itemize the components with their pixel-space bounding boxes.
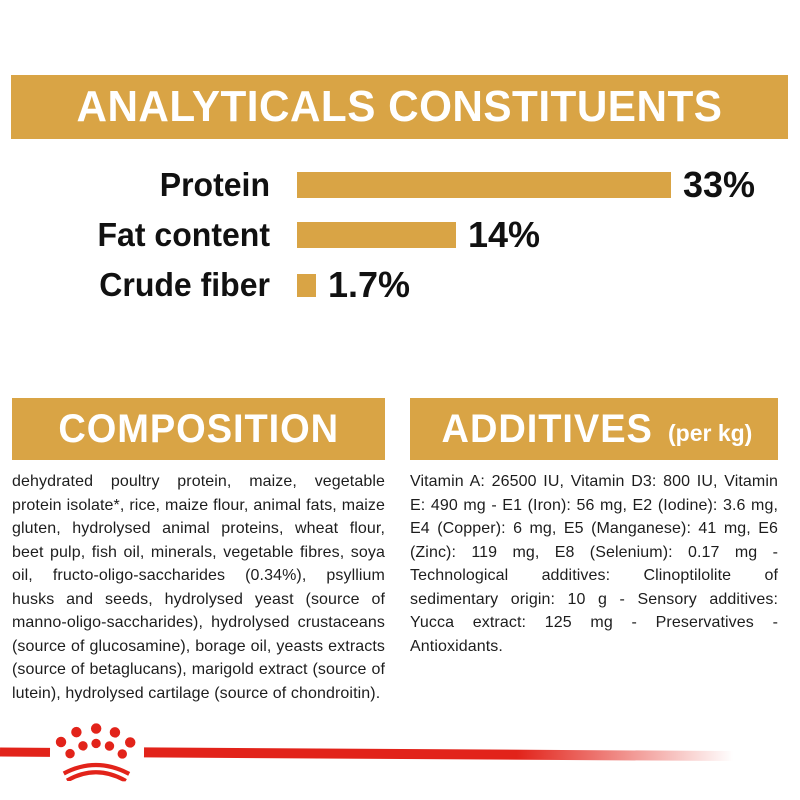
chart-row-protein: Protein 33%: [0, 160, 800, 210]
additives-title: ADDITIVES: [441, 406, 653, 451]
analyticals-title: ANALYTICALS CONSTITUENTS: [76, 82, 723, 131]
chart-bar: [297, 273, 316, 297]
crown-svg: [55, 723, 136, 783]
additives-text: Vitamin A: 26500 IU, Vitamin D3: 800 IU,…: [410, 473, 778, 655]
chart-row-value: 1.7%: [328, 264, 411, 305]
chart-row-label: Crude fiber: [99, 266, 270, 303]
red-stripe-right: [143, 747, 746, 762]
composition-banner: COMPOSITION: [12, 398, 385, 460]
chart-bar: [297, 222, 456, 248]
additives-title-suffix: (per kg): [668, 419, 753, 446]
composition-title: COMPOSITION: [58, 406, 339, 451]
chart-row-label: Fat content: [97, 216, 270, 253]
chart-row-crude-fiber: Crude fiber 1.7%: [0, 260, 800, 310]
chart-row-fat-content: Fat content 14%: [0, 210, 800, 260]
red-stripe-left: [0, 747, 51, 757]
additives-banner: ADDITIVES (per kg): [410, 398, 778, 460]
chart-row-value: 14%: [468, 214, 541, 255]
analyticals-banner: ANALYTICALS CONSTITUENTS: [11, 75, 788, 139]
chart-row-label: Protein: [159, 166, 270, 203]
chart-bar: [297, 172, 671, 198]
composition-section: COMPOSITION dehydrated poultry protein, …: [12, 398, 385, 705]
additives-section: ADDITIVES (per kg) Vitamin A: 26500 IU, …: [410, 398, 778, 658]
analyticals-chart: Protein 33% Fat content 14% Crude fiber …: [0, 160, 800, 310]
royal-canin-crown-icon: [53, 723, 141, 783]
footer-brand-stripe: [0, 723, 800, 786]
composition-text: dehydrated poultry protein, maize, veget…: [12, 473, 385, 702]
chart-row-value: 33%: [683, 164, 756, 205]
